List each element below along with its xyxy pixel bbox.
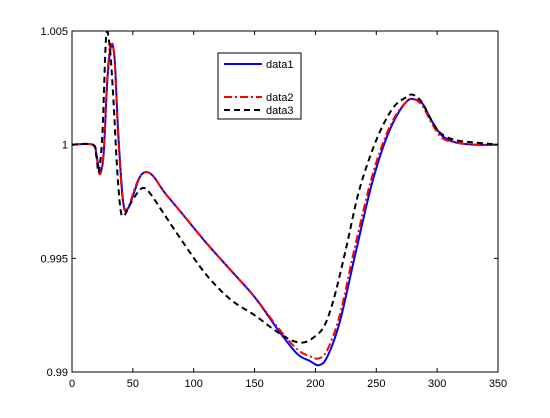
plot-area-frame bbox=[71, 30, 499, 373]
series-line-data3 bbox=[71, 30, 499, 344]
y-axis: 0.99 0.995 1 1.005 bbox=[40, 26, 498, 379]
series-line-data2 bbox=[71, 40, 499, 360]
x-tick-label: 350 bbox=[489, 378, 507, 390]
y-tick-label: 1.005 bbox=[40, 26, 68, 38]
legend-label-data3: data3 bbox=[266, 105, 294, 117]
y-tick-label: 1 bbox=[62, 140, 68, 152]
x-axis: 0 50 100 150 200 250 300 350 bbox=[69, 31, 507, 390]
y-tick-label: 0.995 bbox=[40, 253, 68, 265]
series-lines bbox=[71, 30, 499, 367]
x-tick-label: 200 bbox=[306, 378, 324, 390]
y-tick-label: 0.99 bbox=[47, 367, 68, 379]
x-tick-label: 0 bbox=[69, 378, 75, 390]
legend-label-data1: data1 bbox=[266, 59, 294, 71]
x-tick-label: 250 bbox=[367, 378, 385, 390]
x-tick-label: 50 bbox=[127, 378, 139, 390]
legend-label-data2: data2 bbox=[266, 92, 294, 104]
legend: data1 data2 data3 bbox=[217, 52, 302, 120]
x-tick-label: 300 bbox=[428, 378, 446, 390]
x-tick-label: 150 bbox=[245, 378, 263, 390]
x-tick-label: 100 bbox=[185, 378, 203, 390]
